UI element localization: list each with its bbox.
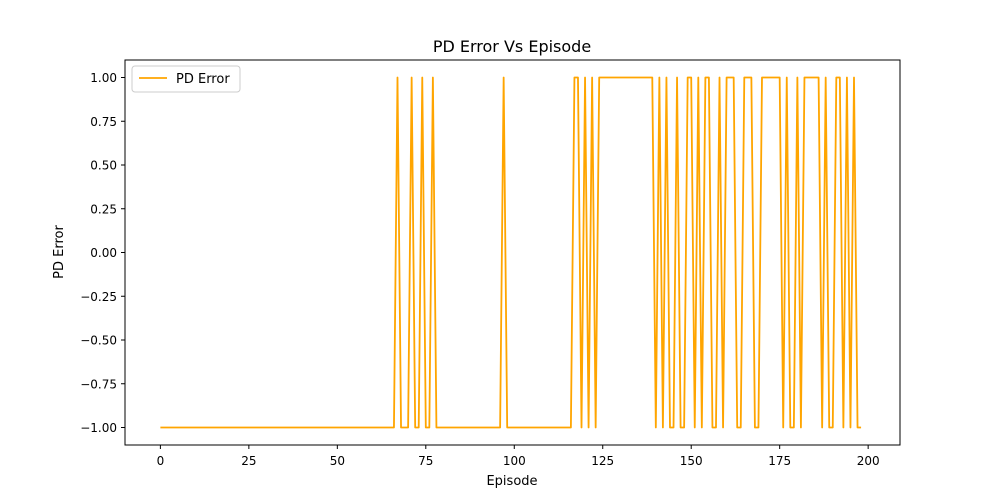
x-tick-label: 175 [768,454,791,468]
y-tick-label: 0.50 [90,159,117,173]
y-tick-label: −1.00 [80,421,117,435]
x-tick-label: 75 [418,454,433,468]
x-axis-ticks: 0 25 50 75 100 125 150 175 200 [157,445,880,468]
x-tick-label: 25 [241,454,256,468]
x-tick-label: 50 [330,454,345,468]
x-tick-label: 100 [503,454,526,468]
chart-title: PD Error Vs Episode [433,37,591,56]
y-tick-label: −0.75 [80,377,117,391]
y-tick-label: 0.00 [90,246,117,260]
y-tick-label: −0.25 [80,290,117,304]
x-tick-label: 125 [591,454,614,468]
legend-box [131,65,241,93]
y-axis-ticks: −1.00 −0.75 −0.50 −0.25 0.00 0.25 0.50 0.75 1.00 [80,71,125,435]
legend: PD Error [131,65,241,93]
y-tick-label: −0.50 [80,334,117,348]
x-tick-label: 0 [157,454,165,468]
series-layer [160,76,862,429]
series-line-pd-error [160,76,862,429]
y-axis-label: PD Error [52,225,67,279]
y-tick-label: 0.25 [90,202,117,216]
x-tick-label: 150 [680,454,703,468]
x-axis-label: Episode [486,474,537,489]
y-tick-label: 1.00 [90,71,117,85]
y-tick-label: 0.75 [90,115,117,129]
x-tick-label: 200 [857,454,880,468]
legend-label-pd-error: PD Error [176,72,230,87]
